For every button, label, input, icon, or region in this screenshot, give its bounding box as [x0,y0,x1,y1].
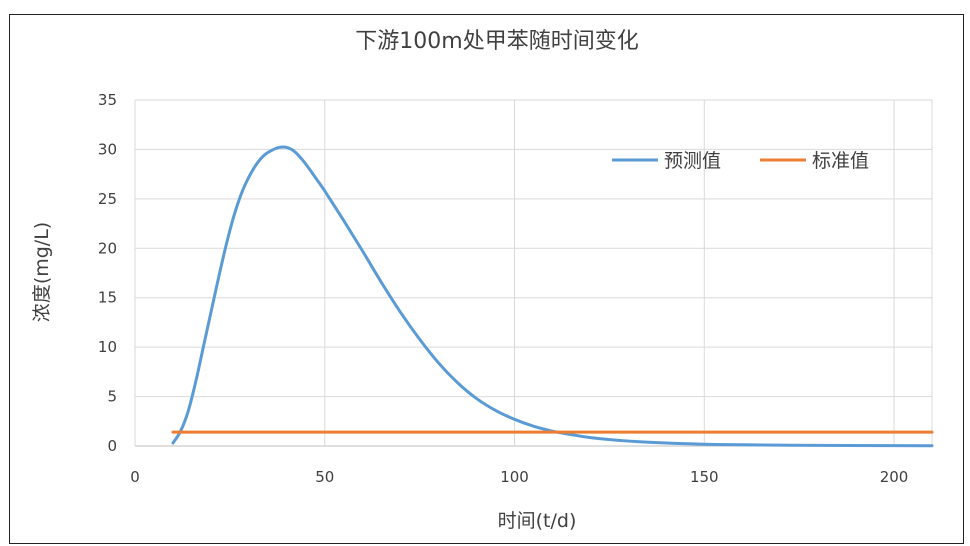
y-tick-label: 5 [107,388,117,406]
x-axis-title: 时间(t/d) [498,510,577,532]
y-tick-label: 0 [107,437,117,455]
x-tick-label: 0 [130,468,140,486]
y-tick-label: 25 [98,190,117,208]
y-tick-label: 20 [98,239,117,257]
legend-label-predicted: 预测值 [664,150,721,172]
series-layer [171,145,934,448]
legend-label-standard: 标准值 [812,150,869,172]
y-tick-label: 30 [98,140,117,158]
chart-title: 下游100m处甲苯随时间变化 [355,29,638,54]
legend: 预测值 标准值 [612,150,869,172]
y-tick-label: 15 [98,289,117,307]
x-tick-label: 100 [500,468,529,486]
x-tick-label: 150 [690,468,719,486]
x-tick-label: 50 [315,468,334,486]
y-axis-title: 浓度(mg/L) [31,222,53,322]
y-tick-label: 10 [98,338,117,356]
y-tick-label: 35 [98,91,117,109]
chart-frame [9,14,964,544]
tick-layer: 0 5 10 15 20 25 30 35 0 50 100 150 200 [98,91,908,486]
series-line-predicted [171,145,934,448]
x-tick-label: 200 [880,468,909,486]
